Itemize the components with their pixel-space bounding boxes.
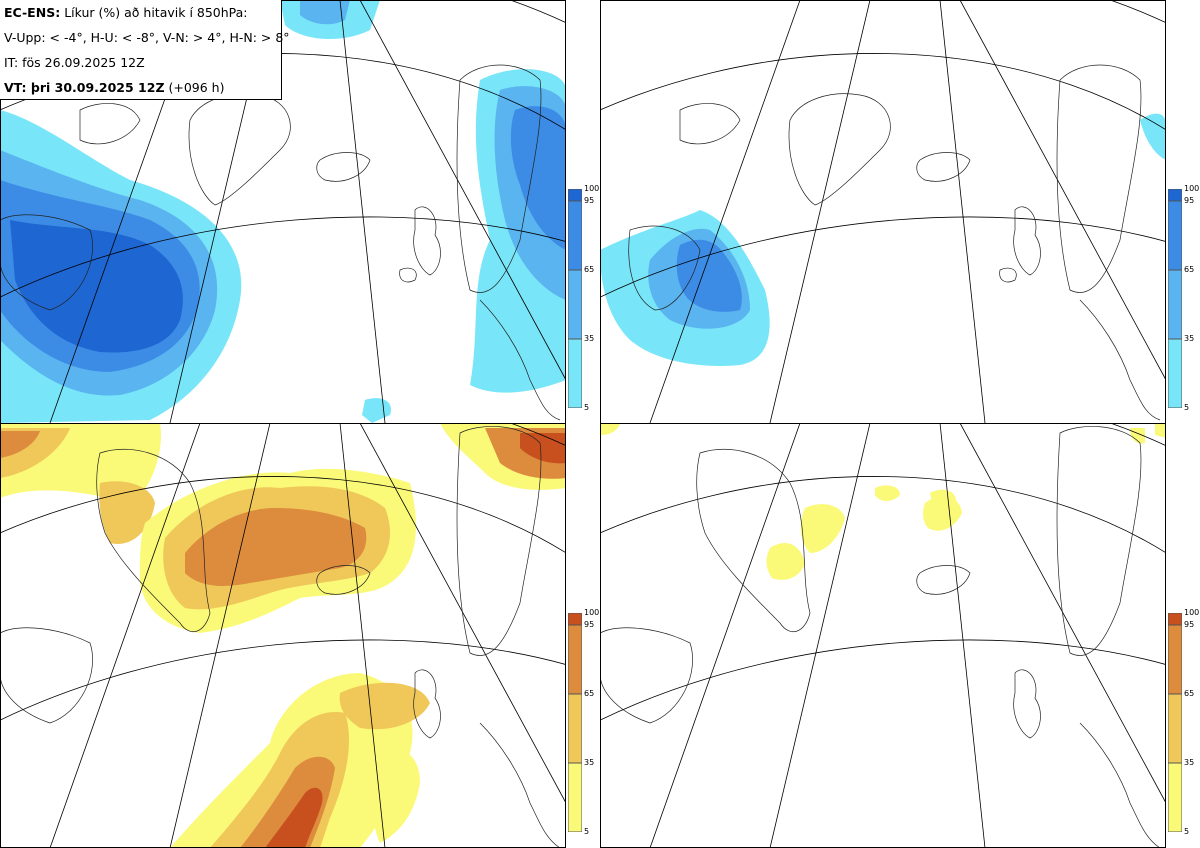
coastline-cold-8 [628,64,1161,421]
colorbar-tick-label: 95 [584,619,595,629]
map-panel-cold-8 [600,0,1166,423]
colorbar-segment [568,624,582,694]
map-info-box: EC-ENS: Líkur (%) að hitavik í 850hPa: V… [0,0,290,100]
map-panel-warm-4 [0,423,566,848]
colorbar-tick-label: 35 [1184,757,1195,767]
map-panel-cold-4: EC-ENS: Líkur (%) að hitavik í 850hPa: V… [0,0,566,423]
colorbar-tick-label: 35 [1184,333,1195,343]
colorbar-tick-label: 65 [1184,264,1195,274]
info-line-2: V-Upp: < -4°, H-U: < -8°, V-N: > 4°, H-N… [4,30,290,45]
colorbar-segment [1168,613,1182,625]
colorbar-segment [568,269,582,339]
colorbar-cold-4: 100 95 65 35 5 [568,184,599,412]
colorbar-segment [1168,624,1182,694]
colorbar-segment [1168,269,1182,339]
prob-field-warm-4 [0,423,566,848]
map-cold-4 [0,0,566,423]
graticule-cold-8 [600,0,1166,423]
coastline-warm-4 [0,426,561,848]
map-cold-8 [600,0,1166,423]
colorbar-tick-label: 100 [1184,608,1200,617]
colorbar-segment [1168,693,1182,763]
colorbar-tick-label: 100 [584,184,600,193]
prob-field-cold-8 [600,113,1166,366]
colorbar-tick-label: 65 [1184,688,1195,698]
colorbar-tick-label: 65 [584,264,595,274]
graticule-warm-8 [600,423,1166,848]
colorbar-tick-label: 100 [1184,184,1200,193]
prob-field-cold-4 [0,0,566,423]
colorbar-tick-label: 65 [584,688,595,698]
colorbar-tick-label: 5 [1184,403,1190,412]
coastline-cold-4 [0,64,561,421]
colorbar-tick-label: 100 [584,608,600,617]
colorbar-segment [1168,189,1182,201]
colorbar-tick-label: 95 [1184,619,1195,629]
colorbar-tick-label: 35 [584,333,595,343]
colorbar-segment [1168,338,1182,408]
info-line-3: IT: fös 26.09.2025 12Z [4,55,145,70]
prob-field-warm-8 [600,423,1166,580]
colorbar-tick-label: 95 [584,195,595,205]
map-warm-8 [600,423,1166,848]
colorbar-tick-label: 5 [584,827,590,836]
colorbar-segment [568,189,582,201]
colorbar-segment [568,762,582,832]
colorbar-tick-label: 95 [1184,195,1195,205]
colorbar-cold-8: 100 95 65 35 5 [1168,184,1199,412]
colorbar-segment [1168,200,1182,270]
map-panel-warm-8 [600,423,1166,848]
colorbar-segment [1168,762,1182,832]
info-line-1: EC-ENS: Líkur (%) að hitavik í 850hPa: [4,5,248,20]
colorbar-segment [568,613,582,625]
colorbar-tick-label: 35 [584,757,595,767]
graticule-warm-4 [0,423,566,848]
colorbar-segment [568,693,582,763]
map-warm-4 [0,423,566,848]
coastline-warm-8 [600,426,1161,848]
colorbar-tick-label: 5 [1184,827,1190,836]
colorbar-segment [568,200,582,270]
colorbar-tick-label: 5 [584,403,590,412]
colorbar-segment [568,338,582,408]
info-line-4: VT: þri 30.09.2025 12Z (+096 h) [4,80,225,95]
colorbar-warm-4: 100 95 65 35 5 [568,608,599,836]
colorbar-warm-8: 100 95 65 35 5 [1168,608,1199,836]
